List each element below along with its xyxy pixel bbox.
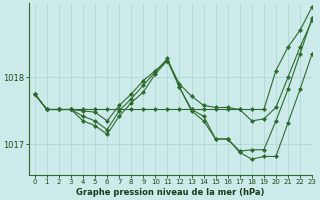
X-axis label: Graphe pression niveau de la mer (hPa): Graphe pression niveau de la mer (hPa) xyxy=(76,188,265,197)
